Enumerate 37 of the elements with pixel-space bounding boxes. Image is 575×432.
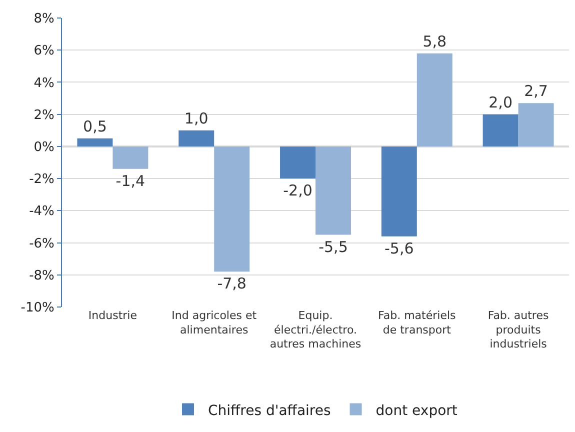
legend-label: dont export (376, 402, 458, 419)
bar (518, 103, 554, 146)
bar (112, 146, 148, 169)
y-tick-label: 4% (34, 76, 54, 91)
data-label: 0,5 (83, 117, 107, 136)
bar (416, 53, 452, 146)
x-tick-label: Equip. électri./électro. autres machines (270, 309, 362, 351)
y-tick-label: -8% (29, 268, 54, 284)
y-tick-label: 2% (34, 108, 54, 123)
bar (77, 138, 113, 146)
bar (178, 130, 214, 146)
bar (316, 146, 351, 235)
data-label: -2,0 (283, 182, 312, 200)
data-label: -5,5 (318, 238, 348, 256)
y-tick-label: -10% (20, 300, 54, 316)
bar (214, 146, 250, 272)
y-tick-label: -6% (29, 236, 54, 252)
y-tick-label: -2% (29, 172, 54, 188)
y-tick-label: -4% (29, 204, 54, 220)
y-tick-label: 0% (34, 140, 54, 155)
x-tick-label: Industrie (88, 309, 138, 322)
data-label: -7,8 (217, 274, 246, 293)
bar (482, 114, 518, 146)
bar (280, 146, 316, 179)
y-tick-label: 8% (34, 12, 54, 27)
x-tick-label: Fab. autres produits industriels (488, 309, 549, 351)
bar (381, 146, 417, 236)
legend-label: Chiffres d'affaires (208, 402, 331, 419)
y-tick-label: 6% (34, 44, 54, 59)
data-label: -5,6 (384, 239, 414, 258)
x-tick-label: Ind agricoles et alimentaires (172, 309, 258, 336)
data-label: 5,8 (422, 32, 447, 50)
x-tick-label: Fab. matériels de transport (378, 309, 456, 336)
data-label: 1,0 (184, 109, 208, 128)
data-label: 2,7 (524, 82, 548, 100)
data-label: 2,0 (488, 93, 512, 112)
data-label: -1,4 (116, 172, 146, 190)
